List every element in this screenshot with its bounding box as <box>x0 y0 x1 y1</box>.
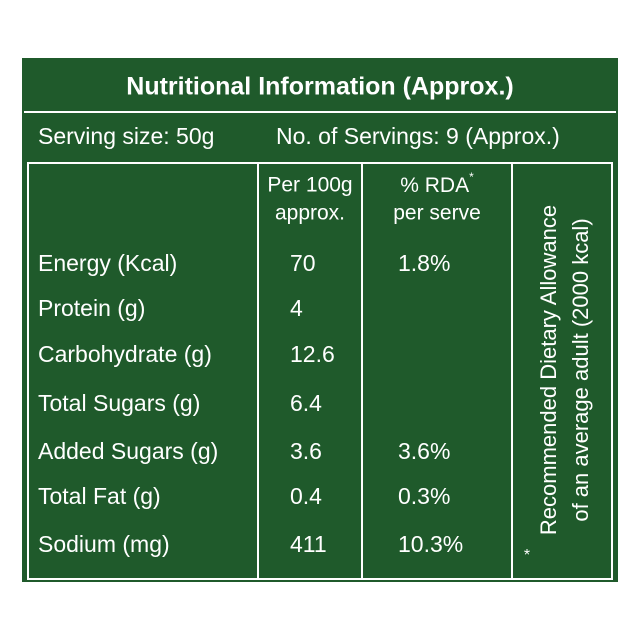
per-100g: 6.4 <box>290 390 322 416</box>
rda: 10.3% <box>398 531 463 557</box>
row-label: Total Fat (g) <box>38 483 161 509</box>
rda: 3.6% <box>398 438 450 464</box>
rda: 0.3% <box>398 483 450 509</box>
rows: Energy (Kcal) 70 1.8% Protein (g) 4 Carbohydr… <box>38 250 463 557</box>
column-header-text: % RDA <box>400 174 469 197</box>
row-label: Total Sugars (g) <box>38 390 200 416</box>
serving-count: No. of Servings: 9 (Approx.) <box>276 123 560 149</box>
side-note: Recommended Dietary Allowance of an aver… <box>536 205 593 535</box>
rda: 1.8% <box>398 250 450 276</box>
note-line: Recommended Dietary Allowance <box>536 205 561 535</box>
serving-size: Serving size: 50g <box>38 123 214 149</box>
per-100g: 70 <box>290 250 316 276</box>
per-100g: 4 <box>290 295 303 321</box>
row-label: Energy (Kcal) <box>38 250 177 276</box>
row-label: Added Sugars (g) <box>38 438 218 464</box>
column-header: per serve <box>393 202 481 225</box>
row-label: Carbohydrate (g) <box>38 341 212 367</box>
title: Nutritional Information (Approx.) <box>126 73 513 101</box>
asterisk: * <box>524 547 530 564</box>
column-header: approx. <box>275 202 345 225</box>
row-label: Protein (g) <box>38 295 145 321</box>
per-100g: 3.6 <box>290 438 322 464</box>
asterisk: * <box>469 170 474 184</box>
column-header: % RDA* <box>400 170 474 196</box>
table-border <box>27 162 613 580</box>
per-100g: 411 <box>290 531 327 557</box>
per-100g: 0.4 <box>290 483 322 509</box>
column-header: Per 100g <box>267 174 352 197</box>
per-100g: 12.6 <box>290 341 335 367</box>
row-label: Sodium (mg) <box>38 531 170 557</box>
panel <box>22 58 618 582</box>
note-line: of an average adult (2000 kcal) <box>568 218 593 521</box>
